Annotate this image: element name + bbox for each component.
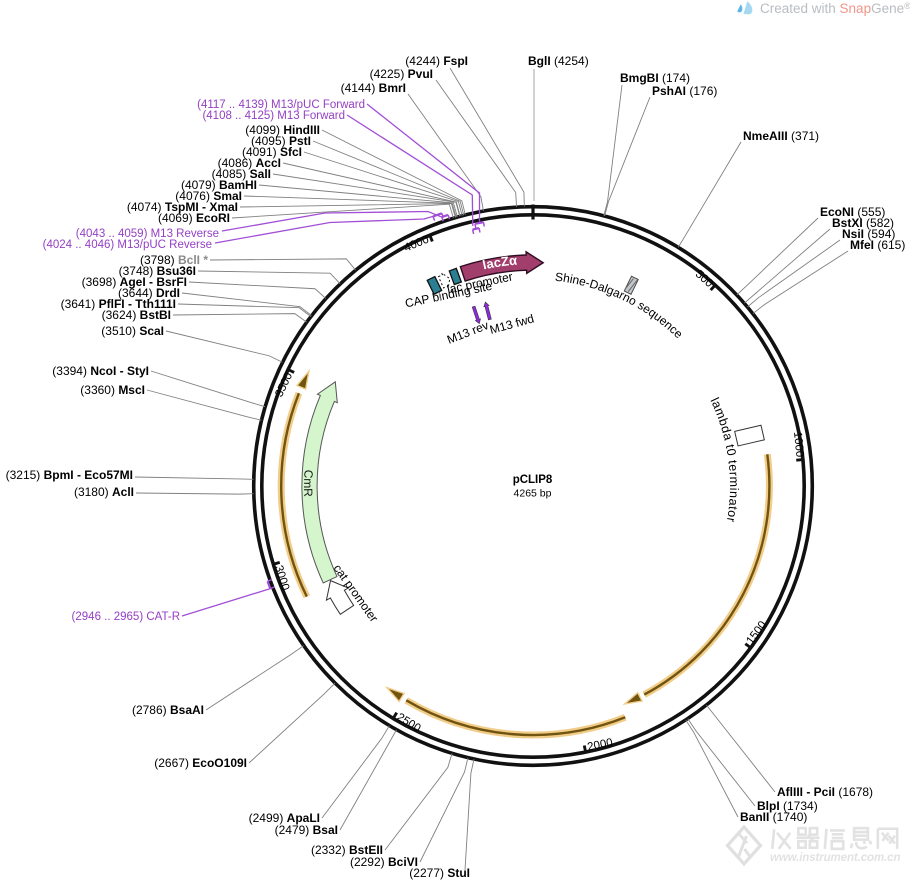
- svg-text:(3215) BpmI - Eco57MI: (3215) BpmI - Eco57MI: [6, 468, 133, 482]
- svg-text:(4076) SmaI: (4076) SmaI: [175, 189, 242, 203]
- svg-text:(4108 .. 4125) M13 Forward: (4108 .. 4125) M13 Forward: [202, 110, 345, 122]
- svg-text:Created with SnapGene®: Created with SnapGene®: [760, 1, 910, 16]
- svg-text:EcoNI (555): EcoNI (555): [820, 205, 885, 219]
- svg-text:(3644) DrdI: (3644) DrdI: [118, 286, 180, 300]
- svg-text:NmeAIII (371): NmeAIII (371): [743, 129, 819, 143]
- svg-text:(4095) PstI: (4095) PstI: [251, 134, 311, 148]
- svg-text:(2667) EcoO109I: (2667) EcoO109I: [154, 756, 247, 770]
- svg-text:BlpI (1734): BlpI (1734): [757, 799, 818, 813]
- svg-text:(4225) PvuI: (4225) PvuI: [370, 67, 433, 81]
- svg-text:(4043 .. 4059) M13 Reverse: (4043 .. 4059) M13 Reverse: [76, 228, 219, 240]
- svg-text:1000: 1000: [791, 431, 805, 458]
- svg-text:(4091) SfcI: (4091) SfcI: [242, 145, 302, 159]
- svg-text:(3394) NcoI - StyI: (3394) NcoI - StyI: [52, 364, 149, 378]
- svg-text:4265 bp: 4265 bp: [514, 488, 552, 500]
- svg-text:(3748) Bsu36I: (3748) Bsu36I: [119, 264, 196, 278]
- svg-text:(2479) BsaI: (2479) BsaI: [275, 823, 338, 837]
- svg-text:(4086) AccI: (4086) AccI: [218, 156, 281, 170]
- svg-text:AflIII - PciI (1678): AflIII - PciI (1678): [777, 785, 873, 799]
- svg-text:NsiI (594): NsiI (594): [842, 227, 895, 241]
- svg-text:(4069) EcoRI: (4069) EcoRI: [158, 211, 230, 225]
- svg-text:(3641) PflFI - Tth111I: (3641) PflFI - Tth111I: [61, 297, 176, 311]
- svg-text:BstXI (582): BstXI (582): [832, 216, 894, 230]
- svg-text:(2292) BciVI: (2292) BciVI: [350, 855, 418, 869]
- svg-text:(2946 .. 2965) CAT-R: (2946 .. 2965) CAT-R: [72, 611, 180, 623]
- svg-text:www.instrument.com.cn: www.instrument.com.cn: [770, 852, 900, 864]
- svg-text:MfeI (615): MfeI (615): [850, 238, 905, 252]
- svg-text:(3798) BclI *: (3798) BclI *: [140, 253, 208, 267]
- svg-text:(4085) SalI: (4085) SalI: [212, 167, 271, 181]
- svg-text:(4117 .. 4139) M13/pUC Forwar: (4117 .. 4139) M13/pUC Forward: [197, 99, 365, 111]
- svg-text:(2277) StuI: (2277) StuI: [409, 866, 470, 880]
- svg-text:(4074) TspMI - XmaI: (4074) TspMI - XmaI: [127, 200, 238, 214]
- svg-text:(2786) BsaAI: (2786) BsaAI: [132, 703, 204, 717]
- svg-text:CmR: CmR: [301, 469, 316, 497]
- svg-text:(2499) ApaLI: (2499) ApaLI: [249, 811, 320, 825]
- svg-text:(4144) BmrI: (4144) BmrI: [341, 81, 406, 95]
- svg-text:(4079) BamHI: (4079) BamHI: [181, 178, 257, 192]
- svg-text:(3180) AclI: (3180) AclI: [74, 485, 134, 499]
- svg-text:pCLIP8: pCLIP8: [513, 474, 553, 486]
- svg-text:BanII (1740): BanII (1740): [740, 810, 807, 824]
- svg-text:(3698) AgeI - BsrFI: (3698) AgeI - BsrFI: [82, 275, 187, 289]
- svg-text:(4244) FspI: (4244) FspI: [405, 54, 468, 68]
- svg-text:(3360) MscI: (3360) MscI: [80, 383, 145, 397]
- svg-text:(4024 .. 4046) M13/pUC Revers: (4024 .. 4046) M13/pUC Reverse: [43, 239, 212, 251]
- svg-text:(2332) BstEII: (2332) BstEII: [311, 843, 383, 857]
- svg-text:BmgBI (174): BmgBI (174): [620, 71, 690, 85]
- svg-text:(3510) ScaI: (3510) ScaI: [101, 324, 164, 338]
- svg-text:BglI (4254): BglI (4254): [528, 54, 589, 68]
- svg-text:PshAI (176): PshAI (176): [652, 84, 717, 98]
- svg-text:(3624) BstBI: (3624) BstBI: [102, 308, 171, 322]
- svg-text:(4099) HindIII: (4099) HindIII: [245, 123, 320, 137]
- svg-text:2000: 2000: [586, 737, 613, 754]
